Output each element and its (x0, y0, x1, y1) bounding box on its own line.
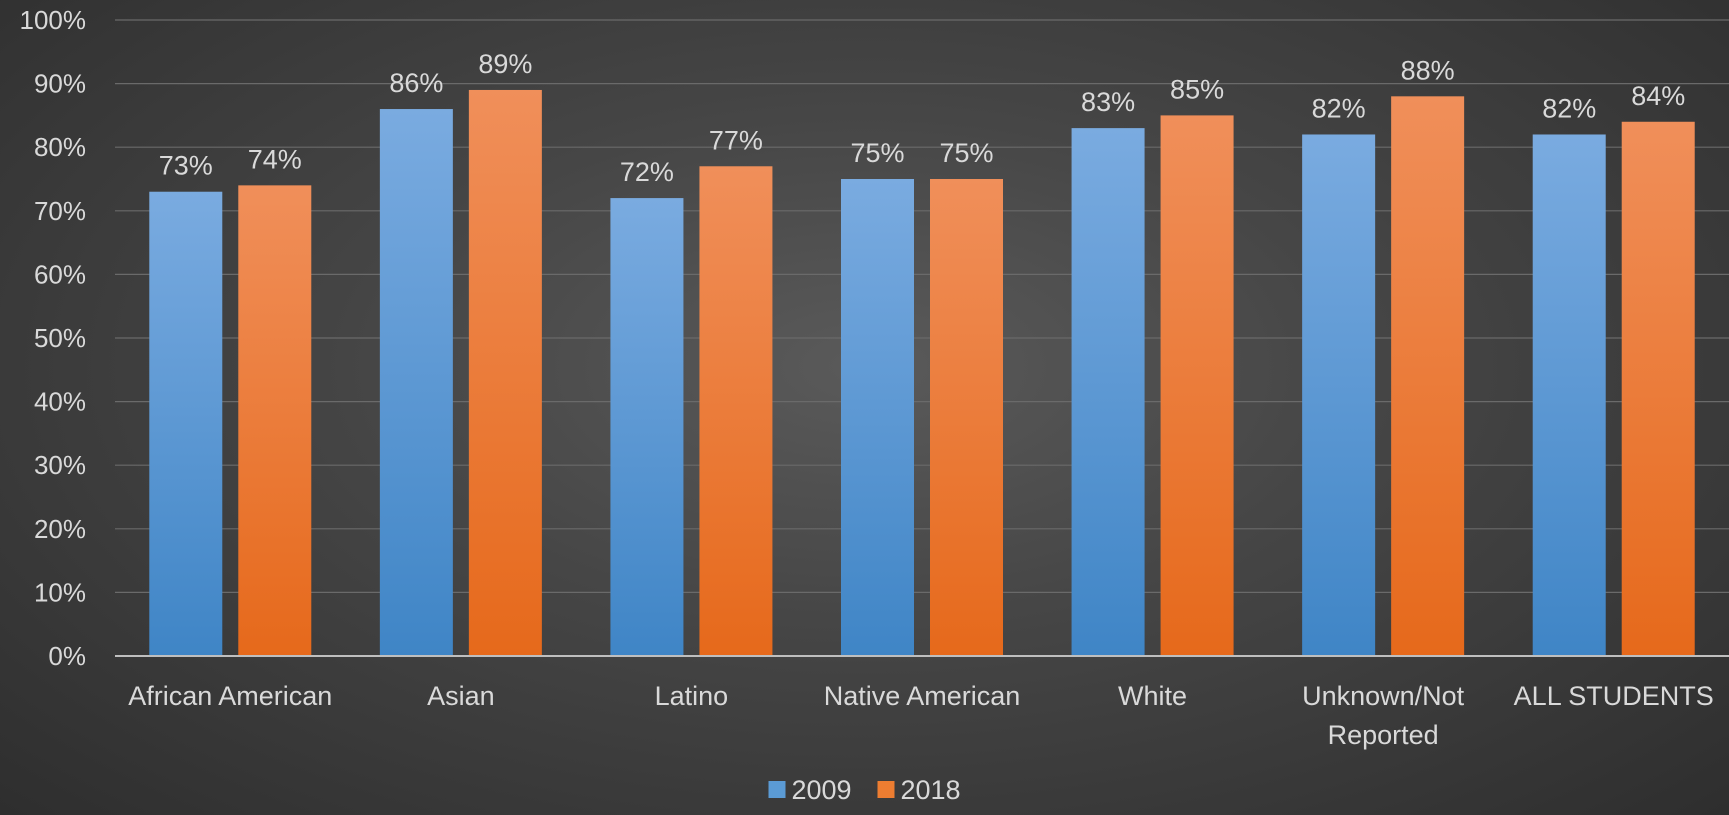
data-label: 85% (1170, 74, 1224, 104)
bar-2018-1 (468, 89, 542, 656)
bar-2018-3 (930, 179, 1003, 656)
data-label: 75% (939, 138, 993, 168)
bar-2009-6 (1532, 134, 1606, 657)
x-category-label: Native American (824, 681, 1021, 711)
data-label: 74% (248, 144, 302, 174)
data-label: 83% (1081, 87, 1135, 117)
x-axis-categories: African American Asian Latino Native Americ… (128, 681, 1714, 750)
x-category-label: Asian (427, 681, 495, 711)
y-tick-label: 80% (34, 132, 86, 162)
bar-2018-5 (1391, 96, 1465, 656)
legend-swatch-2018 (877, 781, 895, 798)
gridlines (115, 19, 1729, 594)
x-category-label: Reported (1328, 720, 1439, 750)
data-label: 89% (478, 49, 532, 79)
y-tick-label: 0% (48, 641, 86, 671)
bar-2009-4 (1071, 128, 1145, 656)
bar-2009-1 (379, 109, 453, 657)
y-tick-label: 30% (34, 450, 86, 480)
bar-2018-2 (699, 166, 773, 656)
x-category-label: ALL STUDENTS (1514, 681, 1714, 711)
bar-2018-4 (1160, 115, 1234, 656)
y-tick-label: 60% (34, 259, 86, 289)
y-tick-label: 50% (34, 323, 86, 353)
bar-2009-3 (841, 179, 914, 656)
y-tick-label: 90% (34, 69, 86, 99)
bar-2018-6 (1621, 121, 1695, 656)
bar-2009-5 (1302, 134, 1376, 657)
bars (149, 89, 1695, 657)
x-category-label: Latino (655, 681, 729, 711)
x-category-label: White (1118, 681, 1187, 711)
data-labels: 73% 74% 86% 89% 72% 77% 75% 75% 83% 85% 82% 88% 82% 8… (159, 49, 1685, 187)
legend: 2009 2018 (768, 775, 961, 805)
data-label: 88% (1401, 55, 1455, 85)
data-label: 73% (159, 151, 213, 181)
bar-2018-0 (238, 185, 312, 657)
bar-2009-2 (610, 198, 684, 656)
x-category-label: Unknown/Not (1302, 681, 1465, 711)
data-label: 86% (389, 68, 443, 98)
data-label: 82% (1312, 93, 1366, 123)
y-tick-label: 10% (34, 577, 86, 607)
y-tick-label: 100% (20, 5, 87, 35)
data-label: 82% (1542, 93, 1596, 123)
y-tick-label: 70% (34, 196, 86, 226)
data-label: 72% (620, 157, 674, 187)
y-tick-label: 40% (34, 387, 86, 417)
legend-label: 2009 (792, 775, 852, 805)
data-label: 77% (709, 125, 763, 155)
legend-label: 2018 (901, 775, 961, 805)
y-axis-ticks: 0% 10% 20% 30% 40% 50% 60% 70% 80% 90% 100% (20, 5, 87, 671)
data-label: 75% (850, 138, 904, 168)
x-category-label: African American (128, 681, 332, 711)
bar-2009-0 (149, 191, 223, 656)
data-label: 84% (1631, 81, 1685, 111)
y-tick-label: 20% (34, 514, 86, 544)
legend-swatch-2009 (768, 781, 786, 798)
